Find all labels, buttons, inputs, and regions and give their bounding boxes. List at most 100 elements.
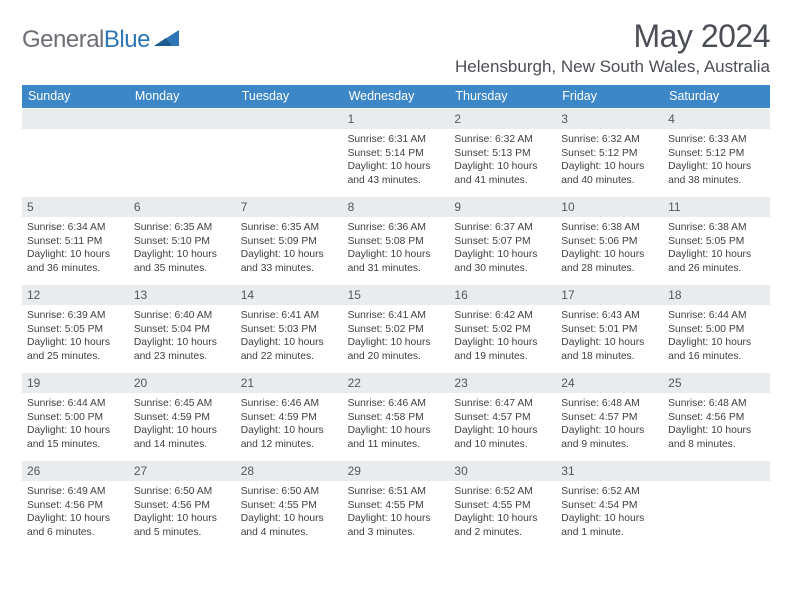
sunrise-line: Sunrise: 6:41 AM (348, 309, 445, 323)
day-content: Sunrise: 6:40 AMSunset: 5:04 PMDaylight:… (129, 305, 236, 369)
sunset-line: Sunset: 5:12 PM (561, 147, 658, 161)
calendar-cell: 8Sunrise: 6:36 AMSunset: 5:08 PMDaylight… (343, 196, 450, 284)
day-content: Sunrise: 6:32 AMSunset: 5:13 PMDaylight:… (449, 129, 556, 193)
daylight-line: Daylight: 10 hours and 43 minutes. (348, 160, 445, 187)
day-content: Sunrise: 6:48 AMSunset: 4:56 PMDaylight:… (663, 393, 770, 457)
daylight-line: Daylight: 10 hours and 3 minutes. (348, 512, 445, 539)
day-content: Sunrise: 6:44 AMSunset: 5:00 PMDaylight:… (22, 393, 129, 457)
sunset-line: Sunset: 4:55 PM (241, 499, 338, 513)
day-content: Sunrise: 6:47 AMSunset: 4:57 PMDaylight:… (449, 393, 556, 457)
sunrise-line: Sunrise: 6:47 AM (454, 397, 551, 411)
calendar-cell: 13Sunrise: 6:40 AMSunset: 5:04 PMDayligh… (129, 284, 236, 372)
day-number: 20 (129, 372, 236, 393)
sunrise-line: Sunrise: 6:32 AM (561, 133, 658, 147)
day-content: Sunrise: 6:33 AMSunset: 5:12 PMDaylight:… (663, 129, 770, 193)
sunset-line: Sunset: 5:00 PM (668, 323, 765, 337)
day-content: Sunrise: 6:49 AMSunset: 4:56 PMDaylight:… (22, 481, 129, 545)
calendar: SundayMondayTuesdayWednesdayThursdayFrid… (22, 85, 770, 548)
day-content (236, 129, 343, 185)
sunrise-line: Sunrise: 6:33 AM (668, 133, 765, 147)
sunrise-line: Sunrise: 6:44 AM (668, 309, 765, 323)
sunrise-line: Sunrise: 6:48 AM (561, 397, 658, 411)
daylight-line: Daylight: 10 hours and 15 minutes. (27, 424, 124, 451)
day-number: 16 (449, 284, 556, 305)
header: GeneralBlue May 2024 Helensburgh, New So… (22, 18, 770, 77)
brand-triangle-icon (154, 29, 180, 52)
day-number: 22 (343, 372, 450, 393)
calendar-cell: 9Sunrise: 6:37 AMSunset: 5:07 PMDaylight… (449, 196, 556, 284)
calendar-cell: 4Sunrise: 6:33 AMSunset: 5:12 PMDaylight… (663, 108, 770, 196)
day-number: 30 (449, 460, 556, 481)
sunset-line: Sunset: 4:55 PM (454, 499, 551, 513)
calendar-cell: 10Sunrise: 6:38 AMSunset: 5:06 PMDayligh… (556, 196, 663, 284)
sunrise-line: Sunrise: 6:41 AM (241, 309, 338, 323)
calendar-week-row: 1Sunrise: 6:31 AMSunset: 5:14 PMDaylight… (22, 108, 770, 196)
day-content: Sunrise: 6:46 AMSunset: 4:58 PMDaylight:… (343, 393, 450, 457)
day-number: 3 (556, 108, 663, 129)
calendar-cell-empty (663, 460, 770, 548)
sunset-line: Sunset: 5:05 PM (668, 235, 765, 249)
calendar-cell: 5Sunrise: 6:34 AMSunset: 5:11 PMDaylight… (22, 196, 129, 284)
sunset-line: Sunset: 5:02 PM (348, 323, 445, 337)
daylight-line: Daylight: 10 hours and 26 minutes. (668, 248, 765, 275)
day-content: Sunrise: 6:46 AMSunset: 4:59 PMDaylight:… (236, 393, 343, 457)
sunrise-line: Sunrise: 6:36 AM (348, 221, 445, 235)
day-content: Sunrise: 6:36 AMSunset: 5:08 PMDaylight:… (343, 217, 450, 281)
month-title: May 2024 (455, 18, 770, 55)
sunrise-line: Sunrise: 6:52 AM (454, 485, 551, 499)
calendar-week-row: 26Sunrise: 6:49 AMSunset: 4:56 PMDayligh… (22, 460, 770, 548)
calendar-cell: 31Sunrise: 6:52 AMSunset: 4:54 PMDayligh… (556, 460, 663, 548)
sunrise-line: Sunrise: 6:50 AM (134, 485, 231, 499)
sunset-line: Sunset: 5:06 PM (561, 235, 658, 249)
daylight-line: Daylight: 10 hours and 2 minutes. (454, 512, 551, 539)
daylight-line: Daylight: 10 hours and 22 minutes. (241, 336, 338, 363)
location-title: Helensburgh, New South Wales, Australia (455, 57, 770, 77)
sunset-line: Sunset: 4:58 PM (348, 411, 445, 425)
daylight-line: Daylight: 10 hours and 41 minutes. (454, 160, 551, 187)
calendar-cell: 16Sunrise: 6:42 AMSunset: 5:02 PMDayligh… (449, 284, 556, 372)
sunset-line: Sunset: 4:56 PM (668, 411, 765, 425)
sunset-line: Sunset: 4:59 PM (134, 411, 231, 425)
day-number: 1 (343, 108, 450, 129)
daylight-line: Daylight: 10 hours and 36 minutes. (27, 248, 124, 275)
sunset-line: Sunset: 5:14 PM (348, 147, 445, 161)
calendar-cell-empty (236, 108, 343, 196)
daylight-line: Daylight: 10 hours and 4 minutes. (241, 512, 338, 539)
sunrise-line: Sunrise: 6:52 AM (561, 485, 658, 499)
calendar-cell: 17Sunrise: 6:43 AMSunset: 5:01 PMDayligh… (556, 284, 663, 372)
weekday-header: Thursday (449, 85, 556, 108)
calendar-cell: 19Sunrise: 6:44 AMSunset: 5:00 PMDayligh… (22, 372, 129, 460)
day-content (663, 481, 770, 537)
calendar-cell: 1Sunrise: 6:31 AMSunset: 5:14 PMDaylight… (343, 108, 450, 196)
day-number: 23 (449, 372, 556, 393)
daylight-line: Daylight: 10 hours and 33 minutes. (241, 248, 338, 275)
daylight-line: Daylight: 10 hours and 19 minutes. (454, 336, 551, 363)
day-content: Sunrise: 6:41 AMSunset: 5:02 PMDaylight:… (343, 305, 450, 369)
sunrise-line: Sunrise: 6:45 AM (134, 397, 231, 411)
weekday-header: Friday (556, 85, 663, 108)
sunrise-line: Sunrise: 6:46 AM (348, 397, 445, 411)
sunrise-line: Sunrise: 6:40 AM (134, 309, 231, 323)
sunset-line: Sunset: 5:02 PM (454, 323, 551, 337)
day-number: 29 (343, 460, 450, 481)
day-number: 4 (663, 108, 770, 129)
sunrise-line: Sunrise: 6:49 AM (27, 485, 124, 499)
day-content: Sunrise: 6:32 AMSunset: 5:12 PMDaylight:… (556, 129, 663, 193)
sunrise-line: Sunrise: 6:38 AM (561, 221, 658, 235)
day-number: 10 (556, 196, 663, 217)
day-number: 11 (663, 196, 770, 217)
day-number (129, 108, 236, 129)
sunrise-line: Sunrise: 6:39 AM (27, 309, 124, 323)
sunrise-line: Sunrise: 6:35 AM (241, 221, 338, 235)
day-content (22, 129, 129, 185)
sunset-line: Sunset: 4:56 PM (27, 499, 124, 513)
weekday-header: Sunday (22, 85, 129, 108)
calendar-cell: 26Sunrise: 6:49 AMSunset: 4:56 PMDayligh… (22, 460, 129, 548)
sunset-line: Sunset: 4:57 PM (454, 411, 551, 425)
calendar-cell-empty (129, 108, 236, 196)
day-number: 15 (343, 284, 450, 305)
calendar-cell: 23Sunrise: 6:47 AMSunset: 4:57 PMDayligh… (449, 372, 556, 460)
weekday-header: Monday (129, 85, 236, 108)
day-content: Sunrise: 6:37 AMSunset: 5:07 PMDaylight:… (449, 217, 556, 281)
calendar-cell-empty (22, 108, 129, 196)
